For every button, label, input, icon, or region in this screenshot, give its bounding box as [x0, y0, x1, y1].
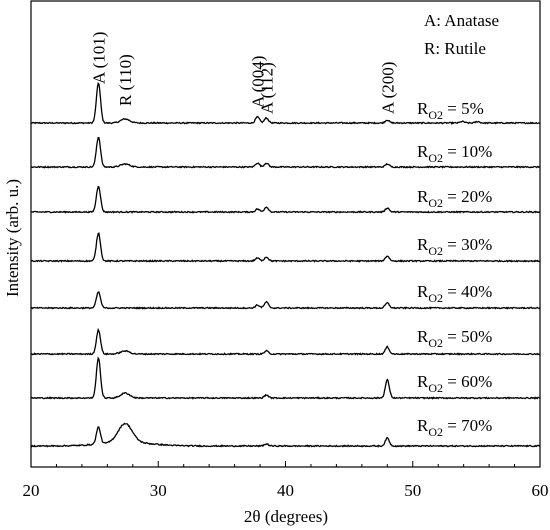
series-line	[31, 185, 541, 214]
peak-label: A (101)	[89, 32, 108, 84]
legend-anatase: A: Anatase	[424, 11, 499, 30]
series-line	[30, 422, 540, 448]
x-axis-title: 2θ (degrees)	[244, 507, 328, 526]
x-tick-label: 60	[532, 481, 549, 500]
series-labels: RO2 = 5% RO2 = 10% RO2 = 20% RO2 = 30% RO2 =…	[417, 99, 492, 439]
x-tick-label: 40	[277, 481, 294, 500]
series-group	[30, 81, 541, 448]
series-label: RO2 = 20%	[417, 187, 492, 210]
series-label: RO2 = 40%	[417, 282, 492, 305]
series-label: RO2 = 30%	[417, 235, 492, 258]
series-label: RO2 = 5%	[417, 99, 484, 122]
series-label: RO2 = 50%	[417, 327, 492, 350]
series-label: RO2 = 10%	[417, 142, 492, 165]
series-line	[30, 356, 541, 400]
x-tick-label: 50	[404, 481, 421, 500]
series-line	[30, 232, 541, 263]
x-axis-tick-labels: 20 30 40 50 60	[23, 481, 549, 500]
series-line	[30, 327, 541, 356]
series-label: RO2 = 70%	[417, 416, 492, 439]
legend-rutile: R: Rutile	[424, 39, 486, 58]
x-tick-label: 20	[23, 481, 40, 500]
peak-label: A (112)	[257, 62, 276, 114]
series-line	[30, 137, 541, 169]
series-line	[30, 81, 541, 125]
peak-label: R (110)	[116, 54, 135, 106]
peak-label: A (004)	[249, 56, 268, 108]
series-line	[30, 291, 541, 310]
peak-label: A (200)	[378, 62, 397, 114]
y-axis-title: Intensity (arb. u.)	[3, 179, 22, 297]
peak-annotations: A (101) R (110) A (004)A (112) A (200)	[89, 32, 397, 114]
series-label: RO2 = 60%	[417, 372, 492, 395]
x-tick-label: 30	[150, 481, 167, 500]
x-axis-ticks	[30, 461, 541, 467]
